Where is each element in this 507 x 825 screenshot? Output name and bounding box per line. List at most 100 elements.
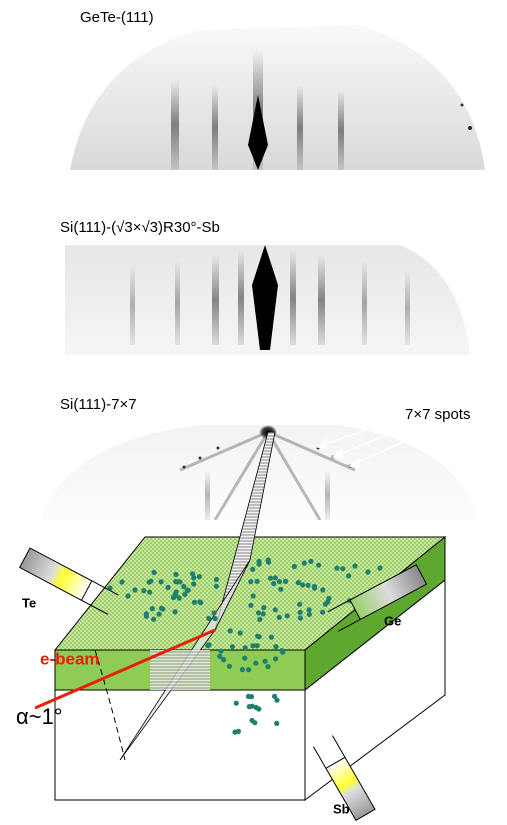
atom — [240, 667, 245, 672]
atom — [316, 563, 321, 568]
atom — [159, 579, 164, 584]
atom — [334, 566, 339, 571]
atom — [248, 579, 253, 584]
atom — [340, 566, 345, 571]
atom — [242, 656, 247, 661]
atom — [173, 572, 178, 577]
atom — [298, 610, 303, 615]
atom — [261, 611, 266, 616]
atom — [269, 635, 274, 640]
atom — [147, 590, 152, 595]
atom — [292, 564, 297, 569]
atom — [306, 583, 311, 588]
atom — [191, 575, 196, 580]
source-label: Ge — [384, 613, 401, 628]
atom — [221, 657, 226, 662]
atom — [247, 704, 252, 709]
atom — [252, 720, 257, 725]
atom — [312, 586, 317, 591]
atom — [251, 593, 256, 598]
atom — [307, 612, 312, 617]
atom — [159, 606, 164, 611]
panel-label: Si(111)-7×7 — [60, 396, 137, 413]
source-label: Te — [22, 595, 36, 610]
atom — [277, 615, 282, 620]
atom — [248, 603, 253, 608]
figure: GeTe-(111) Si(111)-(√3×√3)R30°-Sb Si(111… — [0, 0, 507, 825]
atom — [279, 648, 284, 653]
atom — [174, 589, 179, 594]
atom — [261, 605, 266, 610]
atom — [265, 664, 270, 669]
atom — [175, 579, 180, 584]
atom — [191, 581, 196, 586]
atom — [253, 661, 258, 666]
atom — [302, 561, 307, 566]
atom — [173, 609, 178, 614]
atom — [272, 694, 277, 699]
atom — [255, 579, 260, 584]
atom — [346, 573, 351, 578]
beam-label: e-beam — [40, 649, 100, 668]
atom — [256, 706, 261, 711]
atom — [326, 596, 331, 601]
atom — [214, 584, 219, 589]
atom — [152, 570, 157, 575]
atom — [320, 587, 325, 592]
atom — [197, 574, 202, 579]
atom — [283, 579, 288, 584]
atom — [212, 610, 217, 615]
atom — [230, 644, 235, 649]
atom — [257, 634, 262, 639]
atom — [273, 656, 278, 661]
atom — [365, 569, 370, 574]
atom — [274, 721, 279, 726]
atom — [298, 615, 303, 620]
atom — [243, 645, 248, 650]
annotation: 7×7 spots — [405, 406, 470, 423]
atom — [125, 593, 130, 598]
atom — [228, 628, 233, 633]
atom — [238, 630, 243, 635]
atom — [119, 579, 124, 584]
atom — [236, 729, 241, 734]
rheed-sb — [60, 240, 480, 360]
atom — [218, 649, 223, 654]
atom — [320, 610, 325, 615]
atom — [352, 563, 357, 568]
atom — [266, 558, 271, 563]
atom — [249, 694, 254, 699]
atom — [256, 610, 261, 615]
atom — [273, 644, 278, 649]
atom — [181, 584, 186, 589]
atom — [250, 643, 255, 648]
atom — [307, 607, 312, 612]
atom — [308, 559, 313, 564]
atom — [257, 562, 262, 567]
atom — [132, 587, 137, 592]
atom — [296, 580, 301, 585]
atom — [206, 616, 211, 621]
atom — [150, 606, 155, 611]
atom — [205, 643, 210, 648]
panel-label: GeTe-(111) — [80, 9, 154, 26]
atom — [246, 667, 251, 672]
atom — [186, 588, 191, 593]
atom — [297, 602, 302, 607]
atom — [377, 565, 382, 570]
atom — [250, 567, 255, 572]
atom — [263, 659, 268, 664]
rheed-gete — [60, 20, 490, 175]
atom — [257, 617, 262, 622]
atom — [277, 579, 282, 584]
atom — [285, 613, 290, 618]
atom — [273, 575, 278, 580]
atom — [166, 585, 171, 590]
atom — [214, 577, 219, 582]
atom — [278, 587, 283, 592]
atom — [271, 581, 276, 586]
atom — [144, 614, 149, 619]
atom — [141, 588, 146, 593]
atom — [182, 592, 187, 597]
atom — [192, 600, 197, 605]
